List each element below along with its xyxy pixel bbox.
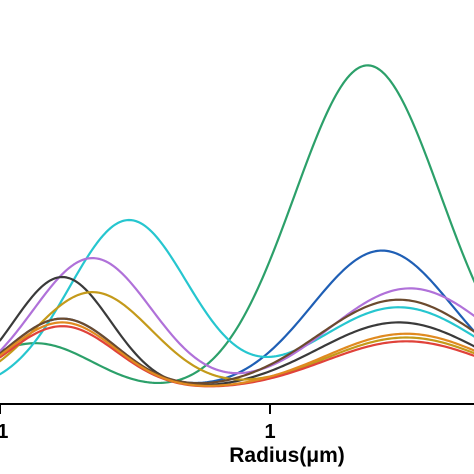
series-line-7	[0, 298, 474, 385]
series-line-3	[0, 218, 474, 376]
series-line-6	[0, 291, 474, 381]
series-line-4	[0, 257, 474, 375]
x-tick-label: 1	[264, 421, 275, 443]
x-axis-title: Radius(μm)	[229, 444, 345, 467]
series-layer	[0, 64, 474, 388]
series-line-8	[0, 325, 474, 388]
series-line-5	[0, 275, 474, 387]
series-line-2	[0, 249, 474, 385]
series-line-1	[0, 64, 474, 385]
x-ticks: .1 1	[0, 404, 276, 443]
series-line-9	[0, 321, 474, 387]
x-tick-label: .1	[0, 421, 8, 443]
